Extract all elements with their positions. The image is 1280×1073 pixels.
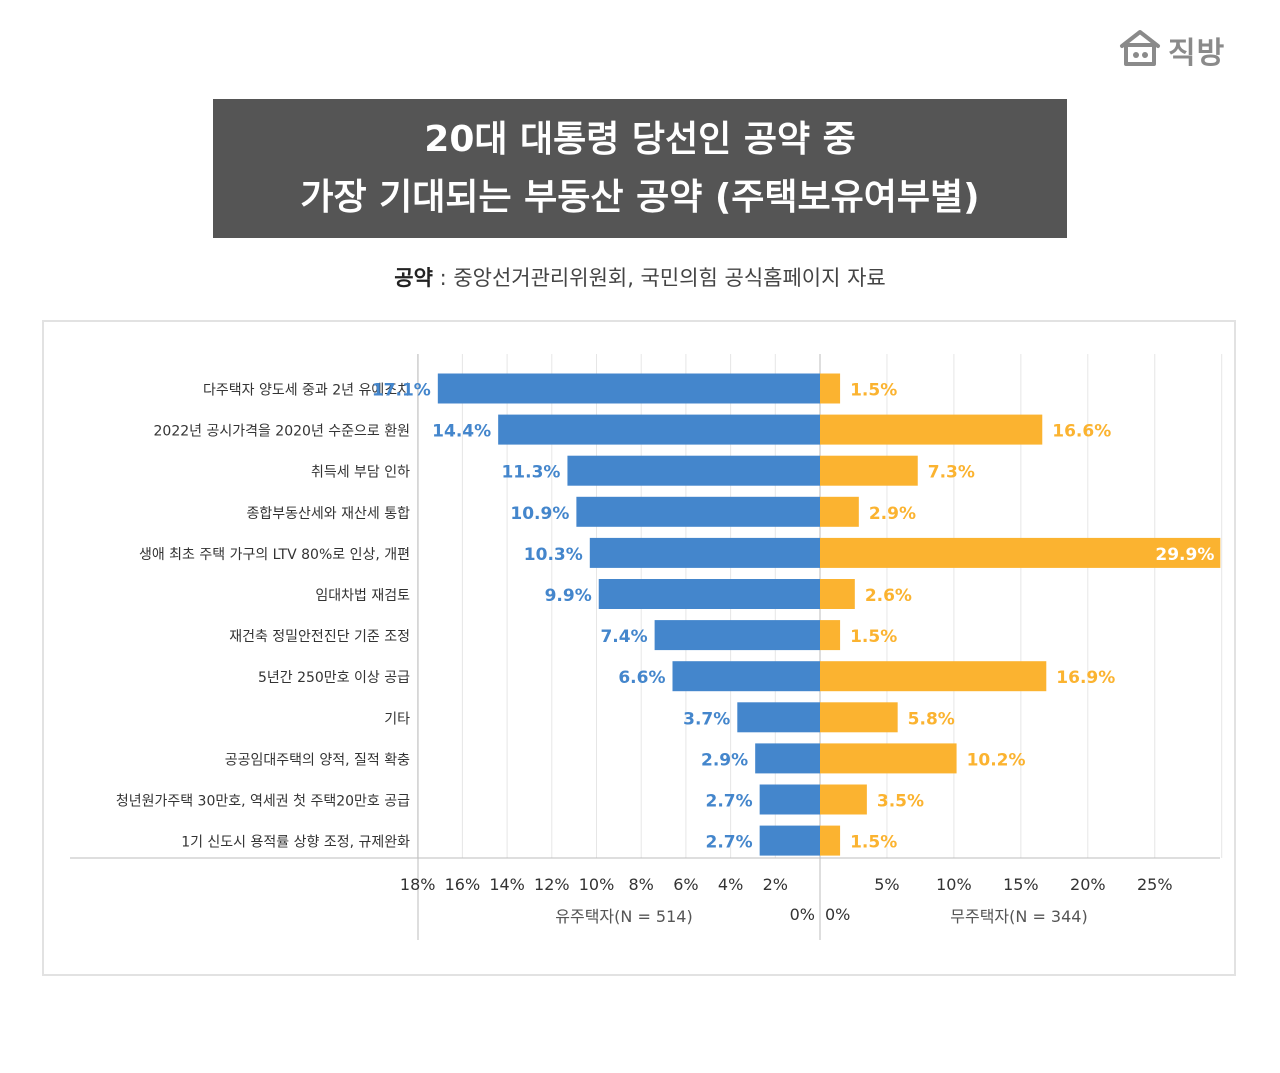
data-label-non-homeowner-10: 3.5%: [877, 792, 924, 812]
data-label-homeowner-1: 14.4%: [432, 422, 491, 442]
tick-label-right-0: 0%: [825, 905, 850, 924]
data-label-homeowner-4: 10.3%: [524, 545, 583, 565]
category-label-1: 2022년 공시가격을 2020년 수준으로 환원: [154, 424, 411, 440]
bar-homeowner-0: [437, 373, 820, 404]
bar-homeowner-1: [498, 414, 820, 445]
data-label-non-homeowner-3: 2.9%: [869, 504, 916, 524]
category-label-0: 다주택자 양도세 중과 2년 유예조치: [203, 383, 410, 399]
category-label-10: 청년원가주택 30만호, 역세권 첫 주택20만호 공급: [116, 794, 410, 810]
data-label-homeowner-9: 2.9%: [701, 750, 748, 770]
tick-label-left-6: 6%: [673, 875, 698, 894]
source-separator: :: [432, 266, 454, 290]
data-label-non-homeowner-1: 16.6%: [1052, 422, 1111, 442]
data-label-non-homeowner-8: 5.8%: [908, 709, 955, 729]
bar-non-homeowner-0: [820, 373, 841, 404]
series-axis-title-homeowner: 유주택자(N = 514): [555, 907, 692, 926]
house-icon: [1118, 28, 1162, 72]
bar-homeowner-7: [672, 661, 820, 692]
bar-non-homeowner-8: [820, 702, 898, 733]
category-label-11: 1기 신도시 용적률 상향 조정, 규제완화: [181, 835, 410, 851]
category-label-2: 취득세 부담 인하: [311, 465, 410, 481]
data-label-non-homeowner-9: 10.2%: [967, 750, 1026, 770]
bar-homeowner-4: [589, 537, 820, 568]
data-label-homeowner-2: 11.3%: [501, 463, 560, 483]
chart-title-line-1: 20대 대통령 당선인 공약 중: [424, 118, 856, 160]
bar-non-homeowner-1: [820, 414, 1043, 445]
brand-logo-text: 직방: [1168, 36, 1226, 71]
data-label-non-homeowner-11: 1.5%: [850, 833, 897, 853]
tick-label-left-9: 0%: [790, 905, 815, 924]
data-label-homeowner-5: 9.9%: [545, 586, 592, 606]
data-label-non-homeowner-7: 16.9%: [1056, 668, 1115, 688]
data-label-homeowner-0: 17.1%: [372, 381, 431, 401]
data-label-non-homeowner-4: 29.9%: [1155, 545, 1214, 565]
bar-non-homeowner-11: [820, 825, 841, 856]
tick-label-right-3: 15%: [1003, 875, 1039, 894]
tick-label-right-4: 20%: [1070, 875, 1106, 894]
source-note: 공약 : 중앙선거관리위원회, 국민의힘 공식홈페이지 자료: [0, 262, 1280, 292]
bar-homeowner-6: [654, 620, 820, 651]
bar-homeowner-10: [759, 784, 820, 815]
category-label-6: 재건축 정밀안전진단 기준 조정: [229, 629, 410, 645]
title-banner: 20대 대통령 당선인 공약 중 가장 기대되는 부동산 공약 (주택보유여부별…: [213, 99, 1067, 238]
bar-homeowner-5: [598, 579, 820, 609]
category-label-9: 공공임대주택의 양적, 질적 확충: [225, 752, 410, 768]
data-label-non-homeowner-5: 2.6%: [865, 586, 912, 606]
chart-panel: 다주택자 양도세 중과 2년 유예조치 17.1% 1.5% 2022년 공시가격을 …: [42, 320, 1236, 976]
tick-label-left-7: 4%: [718, 875, 743, 894]
bar-non-homeowner-7: [820, 661, 1047, 692]
bar-non-homeowner-10: [820, 784, 867, 815]
data-label-homeowner-7: 6.6%: [618, 668, 665, 688]
source-text: 중앙선거관리위원회, 국민의힘 공식홈페이지 자료: [453, 266, 886, 290]
bar-non-homeowner-5: [820, 579, 855, 609]
data-label-non-homeowner-0: 1.5%: [850, 381, 897, 401]
chart-title-line-2: 가장 기대되는 부동산 공약 (주택보유여부별): [300, 176, 980, 218]
bar-non-homeowner-6: [820, 620, 841, 651]
bar-homeowner-2: [567, 455, 820, 486]
series-axis-title-non-homeowner: 무주택자(N = 344): [950, 907, 1087, 926]
data-label-homeowner-6: 7.4%: [600, 627, 647, 647]
category-label-5: 임대차법 재검토: [315, 588, 410, 604]
bar-non-homeowner-3: [820, 496, 859, 527]
data-label-homeowner-8: 3.7%: [683, 709, 730, 729]
tick-label-right-5: 25%: [1137, 875, 1173, 894]
tick-label-left-5: 8%: [629, 875, 654, 894]
bar-homeowner-3: [576, 496, 820, 527]
tick-label-right-1: 5%: [874, 875, 899, 894]
data-label-homeowner-3: 10.9%: [510, 504, 569, 524]
category-label-4: 생애 최초 주택 가구의 LTV 80%로 인상, 개편: [139, 547, 410, 563]
tick-label-left-2: 14%: [489, 875, 525, 894]
category-label-8: 기타: [384, 711, 410, 727]
data-label-homeowner-10: 2.7%: [705, 792, 752, 812]
tick-label-right-2: 10%: [936, 875, 972, 894]
bar-non-homeowner-2: [820, 455, 918, 486]
data-label-non-homeowner-2: 7.3%: [928, 463, 975, 483]
bar-non-homeowner-4: [820, 537, 1221, 568]
tick-label-left-0: 18%: [400, 875, 436, 894]
data-label-non-homeowner-6: 1.5%: [850, 627, 897, 647]
tick-label-left-1: 16%: [445, 875, 481, 894]
tick-label-left-3: 12%: [534, 875, 570, 894]
bar-non-homeowner-9: [820, 743, 957, 774]
data-label-homeowner-11: 2.7%: [705, 833, 752, 853]
tick-label-left-8: 2%: [763, 875, 788, 894]
category-label-3: 종합부동산세와 재산세 통합: [247, 506, 411, 522]
bar-homeowner-8: [737, 702, 820, 733]
brand-logo: 직방: [1118, 28, 1225, 72]
category-label-7: 5년간 250만호 이상 공급: [258, 670, 410, 686]
bar-homeowner-11: [759, 825, 820, 856]
bar-homeowner-9: [755, 743, 820, 774]
source-label: 공약: [394, 266, 433, 290]
tick-label-left-4: 10%: [579, 875, 615, 894]
